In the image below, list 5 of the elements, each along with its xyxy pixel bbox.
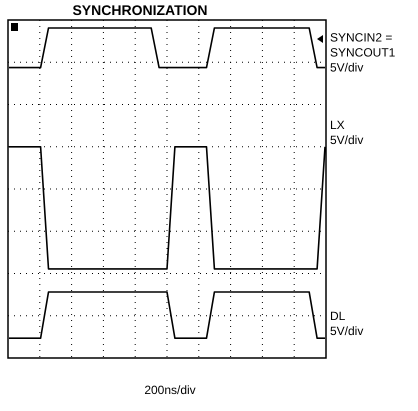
series-label: DL 5V/div (330, 309, 364, 338)
series-label: LX 5V/div (330, 118, 364, 147)
x-axis-title: 200ns/div (144, 383, 196, 397)
chart-title: SYNCHRONIZATION (72, 2, 208, 18)
legend-label: SYNCIN2 = SYNCOUT1 5V/div (330, 30, 396, 75)
